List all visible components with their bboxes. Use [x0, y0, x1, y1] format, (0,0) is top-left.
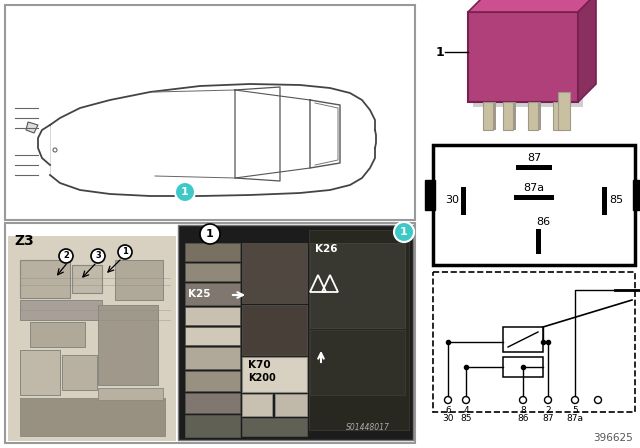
- Circle shape: [200, 224, 220, 244]
- Text: K25: K25: [188, 289, 211, 299]
- Bar: [468, 12, 578, 102]
- Bar: [242, 394, 272, 416]
- Text: 2: 2: [545, 406, 551, 415]
- Bar: [185, 243, 240, 261]
- Bar: [20, 398, 165, 436]
- Bar: [461, 187, 466, 215]
- Text: 3: 3: [95, 251, 101, 260]
- Circle shape: [520, 396, 527, 404]
- Bar: [536, 229, 541, 254]
- Bar: [528, 102, 538, 130]
- Text: 87a: 87a: [566, 414, 584, 423]
- Circle shape: [59, 249, 73, 263]
- Bar: [242, 305, 307, 355]
- Text: 1: 1: [435, 46, 444, 59]
- Bar: [242, 418, 307, 436]
- Bar: [5, 223, 415, 443]
- Bar: [310, 243, 405, 328]
- Bar: [503, 357, 543, 377]
- Bar: [5, 5, 415, 220]
- Text: 87: 87: [527, 153, 541, 163]
- Bar: [242, 243, 307, 303]
- Bar: [503, 102, 513, 130]
- Circle shape: [463, 396, 470, 404]
- Text: 1: 1: [181, 187, 189, 197]
- Text: K26: K26: [315, 244, 337, 254]
- Bar: [433, 145, 635, 265]
- Bar: [493, 102, 496, 130]
- Text: 8: 8: [520, 406, 526, 415]
- Bar: [483, 102, 493, 130]
- Text: Z3: Z3: [14, 234, 34, 248]
- Bar: [433, 272, 635, 412]
- Circle shape: [118, 245, 132, 259]
- Bar: [98, 388, 163, 400]
- Text: 4: 4: [463, 406, 469, 415]
- Circle shape: [445, 396, 451, 404]
- Text: 85: 85: [460, 414, 472, 423]
- Bar: [602, 187, 607, 215]
- Bar: [20, 350, 60, 395]
- Bar: [275, 394, 307, 416]
- Bar: [8, 236, 176, 441]
- Bar: [553, 102, 563, 130]
- Bar: [30, 322, 85, 347]
- Bar: [310, 330, 405, 395]
- Bar: [185, 263, 240, 281]
- Bar: [185, 371, 240, 391]
- Bar: [178, 225, 413, 440]
- Bar: [503, 327, 543, 352]
- Text: 1: 1: [400, 227, 408, 237]
- Bar: [633, 180, 640, 210]
- Bar: [98, 305, 158, 385]
- Text: 85: 85: [609, 195, 623, 205]
- Polygon shape: [26, 122, 38, 133]
- Text: K200: K200: [248, 373, 276, 383]
- Text: 2: 2: [63, 251, 69, 260]
- Bar: [20, 300, 102, 320]
- Text: K70: K70: [248, 360, 271, 370]
- Text: 1: 1: [122, 247, 128, 257]
- Bar: [516, 165, 552, 170]
- Bar: [242, 357, 307, 392]
- Text: 6: 6: [445, 406, 451, 415]
- Bar: [185, 415, 240, 437]
- Bar: [185, 347, 240, 369]
- Polygon shape: [578, 0, 596, 102]
- Bar: [563, 102, 566, 130]
- Bar: [20, 260, 70, 298]
- Bar: [538, 102, 541, 130]
- Bar: [62, 355, 97, 390]
- Circle shape: [394, 222, 414, 242]
- Polygon shape: [468, 0, 596, 12]
- Bar: [473, 17, 583, 107]
- Bar: [309, 230, 409, 430]
- Circle shape: [91, 249, 105, 263]
- Circle shape: [545, 396, 552, 404]
- Text: 5: 5: [572, 406, 578, 415]
- Text: 30: 30: [442, 414, 454, 423]
- Bar: [72, 265, 102, 293]
- Text: 30: 30: [445, 195, 459, 205]
- Bar: [185, 327, 240, 345]
- Bar: [558, 92, 570, 130]
- Text: 87a: 87a: [524, 183, 545, 193]
- Circle shape: [175, 182, 195, 202]
- Bar: [425, 180, 435, 210]
- Bar: [185, 307, 240, 325]
- Bar: [513, 102, 516, 130]
- Text: 86: 86: [517, 414, 529, 423]
- Bar: [185, 283, 240, 305]
- Text: 87: 87: [542, 414, 554, 423]
- Bar: [185, 393, 240, 413]
- Circle shape: [572, 396, 579, 404]
- Circle shape: [595, 396, 602, 404]
- Text: S01448017: S01448017: [346, 423, 390, 432]
- Text: 86: 86: [536, 217, 550, 227]
- Bar: [514, 195, 554, 200]
- Text: 1: 1: [206, 229, 214, 239]
- Text: 396625: 396625: [593, 433, 633, 443]
- Bar: [115, 260, 163, 300]
